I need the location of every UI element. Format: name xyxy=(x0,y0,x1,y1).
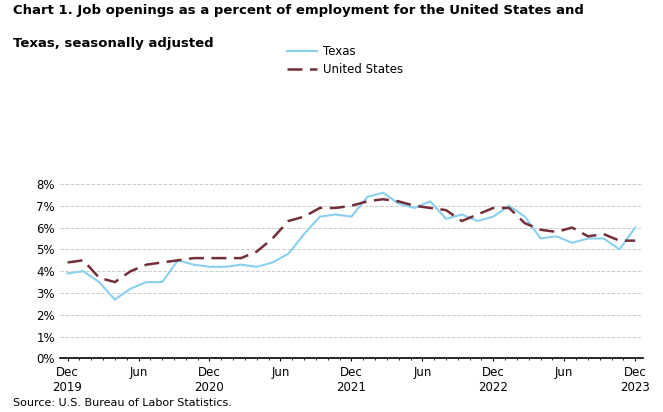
United States xyxy=(80,258,88,263)
Texas xyxy=(332,212,339,217)
Texas xyxy=(584,236,592,241)
Texas xyxy=(206,265,213,269)
Texas xyxy=(505,203,513,208)
Texas xyxy=(300,232,308,236)
Texas xyxy=(536,236,544,241)
United States xyxy=(127,269,135,274)
Texas xyxy=(143,280,151,285)
Texas xyxy=(174,258,182,263)
Texas xyxy=(269,260,276,265)
Texas xyxy=(363,194,371,199)
Texas xyxy=(284,251,292,256)
United States xyxy=(442,208,450,213)
Text: Texas, seasonally adjusted: Texas, seasonally adjusted xyxy=(13,37,214,50)
United States xyxy=(505,206,513,211)
Texas xyxy=(568,240,576,245)
United States xyxy=(410,203,418,208)
Texas xyxy=(158,280,166,285)
Texas xyxy=(237,262,245,267)
Text: Chart 1. Job openings as a percent of employment for the United States and: Chart 1. Job openings as a percent of em… xyxy=(13,4,584,17)
United States xyxy=(284,218,292,223)
Texas xyxy=(442,216,450,221)
United States xyxy=(600,232,608,236)
Texas xyxy=(521,214,529,219)
United States xyxy=(457,218,465,223)
United States xyxy=(426,206,434,211)
Texas xyxy=(552,234,560,239)
United States xyxy=(300,214,308,219)
United States xyxy=(568,225,576,230)
United States xyxy=(552,229,560,234)
United States xyxy=(221,255,229,260)
United States xyxy=(489,206,497,211)
Texas xyxy=(426,199,434,204)
United States xyxy=(269,236,276,241)
United States xyxy=(237,255,245,260)
United States xyxy=(190,255,198,260)
Texas xyxy=(190,262,198,267)
United States xyxy=(394,199,402,204)
Texas xyxy=(600,236,608,241)
United States xyxy=(536,227,544,232)
United States xyxy=(64,260,72,265)
Text: Source: U.S. Bureau of Labor Statistics.: Source: U.S. Bureau of Labor Statistics. xyxy=(13,398,232,408)
Texas xyxy=(394,201,402,206)
United States xyxy=(143,262,151,267)
United States xyxy=(584,234,592,239)
Texas xyxy=(316,214,324,219)
Texas xyxy=(615,247,623,252)
Texas xyxy=(127,286,135,291)
United States xyxy=(521,221,529,226)
Texas xyxy=(347,214,355,219)
Line: Texas: Texas xyxy=(68,193,635,300)
Texas xyxy=(253,265,261,269)
United States xyxy=(158,260,166,265)
United States xyxy=(379,197,387,202)
United States xyxy=(174,258,182,263)
United States xyxy=(253,249,261,254)
Texas xyxy=(457,212,465,217)
United States xyxy=(206,255,213,260)
Line: United States: United States xyxy=(68,199,635,282)
Texas xyxy=(379,190,387,195)
Texas xyxy=(80,269,88,274)
Texas xyxy=(631,225,639,230)
United States xyxy=(95,275,103,280)
Texas xyxy=(95,280,103,285)
Texas xyxy=(221,265,229,269)
United States xyxy=(473,212,481,217)
Legend: Texas, United States: Texas, United States xyxy=(287,45,403,76)
Texas xyxy=(489,214,497,219)
United States xyxy=(111,280,119,285)
Texas xyxy=(64,271,72,276)
Texas xyxy=(473,218,481,223)
United States xyxy=(347,203,355,208)
United States xyxy=(316,206,324,211)
United States xyxy=(332,206,339,211)
United States xyxy=(363,199,371,204)
United States xyxy=(615,238,623,243)
Texas xyxy=(111,297,119,302)
Texas xyxy=(410,206,418,211)
United States xyxy=(631,238,639,243)
